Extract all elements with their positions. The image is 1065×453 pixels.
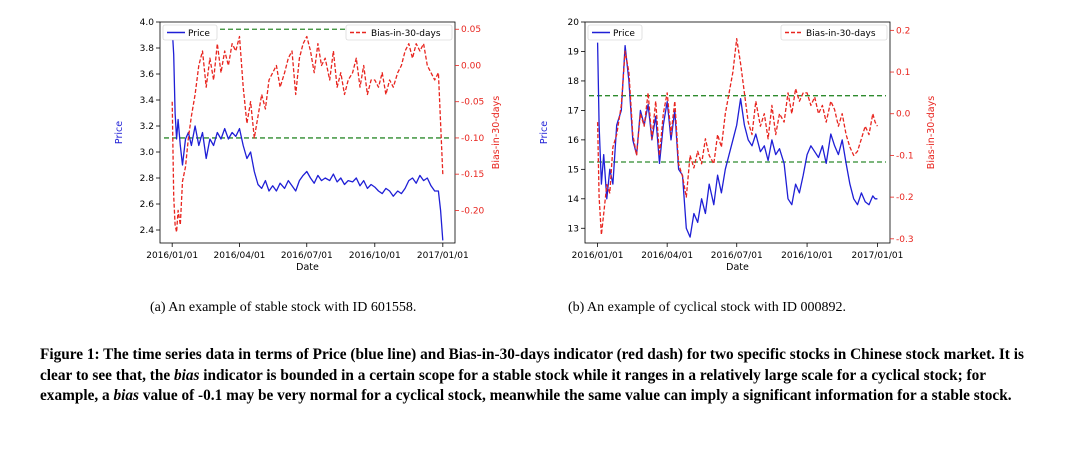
chart-a-y-right-axis-title: Bias-in-30-days (491, 96, 502, 169)
chart-a-y-left-tick-label: 4.0 (140, 18, 155, 28)
caption-bias-term-2: bias (114, 387, 140, 404)
chart-a-legend-bias-label: Bias-in-30-days (371, 29, 441, 39)
chart-b-y-left-tick-label: 13 (568, 224, 579, 234)
chart-b-y-left-axis-title: Price (539, 121, 550, 144)
chart-b-series-price-line (598, 43, 878, 238)
chart-a-svg: 2016/01/01 2016/04/01 2016/07/01 2016/10/01… (110, 10, 520, 295)
chart-a-x-axis-title: Date (296, 262, 319, 273)
chart-a-series-bias-line (172, 37, 443, 233)
chart-panel-b: 2016/01/01 2016/04/01 2016/07/01 2016/10/01… (540, 10, 960, 295)
chart-b-y-right-axis-title: Bias-in-30-days (926, 96, 937, 169)
chart-b-y-left-tick-label: 14 (568, 195, 580, 205)
chart-b-y-right-tick-label: 0.2 (896, 26, 910, 36)
chart-b-y-right-tick-label: 0.0 (896, 110, 911, 120)
chart-a-y-right-tick-label: 0.00 (461, 61, 481, 71)
chart-b-x-tick-label: 2017/01/01 (851, 251, 903, 261)
chart-a-y-left-tick-label: 2.8 (140, 174, 155, 184)
chart-a-y-left-tick-label: 2.6 (140, 200, 155, 210)
chart-a-x-tick-label: 2016/01/01 (146, 251, 198, 261)
chart-a-y-right-tick-label: -0.20 (461, 206, 485, 216)
chart-b-x-axis-title: Date (726, 262, 749, 273)
chart-b-series-bias-line (598, 39, 878, 235)
chart-a-x-tick-label: 2017/01/01 (417, 251, 469, 261)
figure-caption: Figure 1: The time series data in terms … (40, 345, 1040, 407)
chart-b-svg: 2016/01/01 2016/04/01 2016/07/01 2016/10/01… (540, 10, 960, 295)
chart-panel-a: 2016/01/01 2016/04/01 2016/07/01 2016/10/01… (110, 10, 520, 295)
chart-b-y-left-tick-label: 19 (568, 47, 580, 57)
chart-a-y-left-tick-label: 3.4 (140, 96, 155, 106)
caption-bias-term-1: bias (174, 367, 200, 384)
chart-a-y-left-tick-label: 3.0 (140, 148, 155, 158)
chart-a-x-tick-label: 2016/07/01 (281, 251, 333, 261)
chart-b-y-left-tick-label: 16 (568, 136, 580, 146)
chart-b-x-tick-label: 2016/10/01 (781, 251, 833, 261)
chart-a-y-left-tick-label: 2.4 (140, 226, 155, 236)
chart-b-x-tick-label: 2016/04/01 (641, 251, 693, 261)
chart-a-x-tick-label: 2016/04/01 (214, 251, 266, 261)
chart-b-y-right-tick-label: 0.1 (896, 68, 910, 78)
chart-b-y-left-tick-label: 17 (568, 106, 579, 116)
chart-a-y-left-tick-label: 3.6 (140, 70, 155, 80)
chart-b-plot-frame (585, 22, 890, 243)
chart-a-y-left-tick-label: 3.8 (140, 44, 155, 54)
chart-b-legend-price-label: Price (613, 29, 635, 39)
caption-suffix: value of -0.1 may be very normal for a c… (139, 387, 1012, 404)
chart-b-y-left-tick-label: 15 (568, 165, 579, 175)
chart-a-y-left-tick-label: 3.2 (140, 122, 154, 132)
subcaption-a: (a) An example of stable stock with ID 6… (150, 300, 416, 316)
chart-a-y-left-axis-title: Price (114, 121, 125, 144)
chart-b-y-right-tick-label: -0.2 (896, 193, 914, 203)
chart-b-y-left-tick-label: 18 (568, 77, 580, 87)
chart-a-x-tick-label: 2016/10/01 (349, 251, 401, 261)
chart-a-y-right-tick-label: 0.05 (461, 25, 481, 35)
chart-b-legend-bias-label: Bias-in-30-days (806, 29, 876, 39)
subcaption-b: (b) An example of cyclical stock with ID… (568, 300, 846, 316)
chart-a-y-right-tick-label: -0.10 (461, 134, 485, 144)
chart-a-y-right-tick-label: -0.15 (461, 170, 484, 180)
chart-a-plot-frame (160, 22, 455, 243)
chart-a-y-right-tick-label: -0.05 (461, 98, 484, 108)
chart-b-x-tick-label: 2016/07/01 (711, 251, 763, 261)
chart-b-y-left-tick-label: 20 (568, 18, 580, 28)
chart-b-x-tick-label: 2016/01/01 (572, 251, 624, 261)
chart-b-y-right-tick-label: -0.1 (896, 151, 914, 161)
chart-b-y-right-tick-label: -0.3 (896, 235, 914, 245)
chart-a-legend-price-label: Price (188, 29, 210, 39)
